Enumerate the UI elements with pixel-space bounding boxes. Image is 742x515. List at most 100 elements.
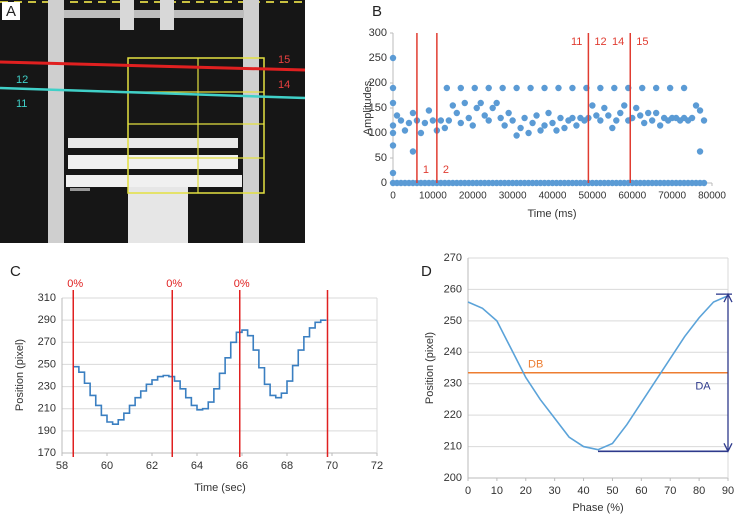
x-tick-label: 90 <box>722 485 734 497</box>
y-tick-label: 270 <box>38 336 56 348</box>
y-tick-label: 310 <box>38 292 56 304</box>
point <box>601 104 608 112</box>
y-tick-label: 170 <box>38 447 56 459</box>
point <box>605 112 612 119</box>
point <box>389 129 397 137</box>
point <box>557 114 564 122</box>
point <box>589 102 596 109</box>
x-tick-label: 20000 <box>459 191 487 202</box>
image-shape <box>120 0 134 30</box>
y-tick-label: 190 <box>38 425 56 437</box>
y-tick-label: 270 <box>444 252 462 264</box>
point <box>481 112 488 119</box>
point <box>700 117 708 124</box>
point <box>465 114 472 122</box>
point <box>553 127 560 134</box>
point <box>389 84 397 92</box>
x-tick-label: 0 <box>465 485 471 497</box>
point <box>700 179 708 187</box>
x-tick-label: 70000 <box>658 191 686 202</box>
point <box>561 124 568 132</box>
point <box>453 109 460 117</box>
y-tick-label: 240 <box>444 346 462 358</box>
point <box>521 114 528 122</box>
point <box>549 119 556 127</box>
x-tick-label: 70 <box>664 485 676 497</box>
x-tick-label: 20 <box>520 485 532 497</box>
y-tick-label: 230 <box>444 378 462 390</box>
point <box>477 99 484 107</box>
point <box>541 84 548 92</box>
y-tick-label: 200 <box>369 77 387 89</box>
x-tick-label: 80 <box>693 485 705 497</box>
panel-label: B <box>372 3 382 20</box>
y-tick-label: 260 <box>444 283 462 295</box>
arrow-head <box>723 442 733 453</box>
point <box>621 102 628 109</box>
point <box>652 84 660 92</box>
point <box>609 124 616 132</box>
y-tick-label: 150 <box>369 102 387 114</box>
marker-label: 12 <box>594 36 606 48</box>
point <box>457 119 464 127</box>
panel-label: C <box>10 263 21 280</box>
point <box>696 107 704 114</box>
y-axis-label: Amplitudes <box>362 80 374 135</box>
x-tick-label: 0 <box>390 191 396 202</box>
x-tick-label: 70 <box>326 460 338 472</box>
panel-label: D <box>421 263 432 280</box>
x-tick-label: 60000 <box>618 191 646 202</box>
point <box>425 107 433 114</box>
x-tick-label: 50000 <box>578 191 606 202</box>
point <box>493 99 500 107</box>
point <box>593 112 600 119</box>
point <box>597 117 604 124</box>
line <box>467 294 729 451</box>
y-tick-label: 250 <box>369 52 387 64</box>
marker-label: 11 <box>571 36 582 48</box>
x-tick-label: 30000 <box>499 191 527 202</box>
point <box>389 99 397 107</box>
point <box>617 109 624 117</box>
marker-label: 2 <box>443 164 449 176</box>
x-tick-label: 40000 <box>539 191 567 202</box>
point <box>389 122 397 129</box>
x-tick-label: 62 <box>146 460 158 472</box>
image-shape <box>243 0 259 243</box>
image-shape <box>160 0 174 30</box>
marker-label: 15 <box>636 36 648 48</box>
image-shape <box>68 138 238 148</box>
image-shape <box>64 10 244 18</box>
x-tick-label: 80000 <box>698 191 726 202</box>
line-label: 12 <box>16 74 28 86</box>
point <box>485 117 492 124</box>
point <box>397 117 405 124</box>
x-axis-label: Phase (%) <box>572 502 623 514</box>
roi-box <box>127 57 265 194</box>
line <box>73 319 327 426</box>
x-tick-label: 58 <box>56 460 68 472</box>
point <box>461 99 468 107</box>
point <box>393 112 401 119</box>
line-label: 14 <box>278 79 290 91</box>
point <box>573 122 580 129</box>
point <box>429 117 437 124</box>
point <box>471 84 478 92</box>
point <box>513 132 520 139</box>
point <box>597 84 604 92</box>
point <box>501 122 508 129</box>
point <box>499 84 506 92</box>
point <box>469 122 476 129</box>
marker-label: 0% <box>166 278 182 290</box>
point <box>457 84 464 92</box>
point <box>485 84 492 92</box>
point <box>405 119 413 127</box>
marker-label: 1 <box>423 164 429 176</box>
y-axis-label: Position (pixel) <box>424 332 436 404</box>
marker-label: 14 <box>612 36 624 48</box>
point <box>533 112 540 119</box>
point <box>437 117 445 124</box>
x-tick-label: 68 <box>281 460 293 472</box>
panel-label: A <box>6 3 16 20</box>
